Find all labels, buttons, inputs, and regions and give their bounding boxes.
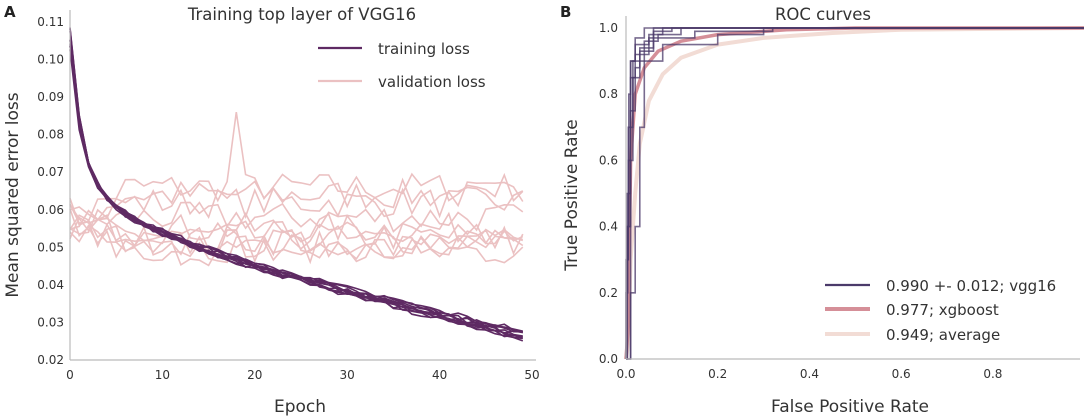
panel-a-ytick: 0.06	[37, 203, 64, 217]
training-loss-line	[69, 45, 523, 333]
panel-a-xtick: 40	[432, 368, 447, 382]
panel-b-xtick: 0.4	[800, 367, 819, 381]
roc-vgg16-curve	[626, 27, 1084, 360]
panel-b-ytick: 0.2	[599, 286, 618, 300]
panel-a-lines	[69, 27, 524, 342]
panel-b-axes: 0.0 0.2 0.4 0.6 0.8 0.0 0.2 0.4 0.6 0.8 1.0	[599, 16, 1080, 381]
panel-a-ytick: 0.04	[37, 278, 64, 292]
panel-b-ytick: 0.0	[599, 352, 618, 366]
legend-label-average: 0.949; average	[886, 326, 1000, 344]
panel-b-xtick: 0.2	[708, 367, 727, 381]
panel-a-axes: 0 10 20 30 40 50 0.02 0.03 0.04 0.05 0.06 0.07 0.08 0…	[37, 10, 540, 382]
roc-vgg16-curve	[625, 27, 1084, 360]
legend-label-vgg16: 0.990 +- 0.012; vgg16	[886, 277, 1056, 295]
validation-loss-line	[69, 186, 524, 235]
panel-a-letter: A	[4, 3, 16, 21]
panel-b-ytick: 0.8	[599, 87, 618, 101]
validation-loss-line	[69, 224, 523, 265]
panel-a-xtick: 20	[247, 368, 262, 382]
panel-a-ytick: 0.08	[37, 128, 64, 142]
panel-a-legend: training loss validation loss	[318, 40, 486, 91]
panel-b-ylabel: True Positive Rate	[562, 119, 582, 271]
panel-b-ytick: 0.4	[599, 220, 618, 234]
panel-a-title: Training top layer of VGG16	[187, 5, 416, 24]
legend-label-validation: validation loss	[378, 73, 486, 91]
validation-loss-line	[69, 203, 524, 259]
panel-a-ylabel: Mean squared error loss	[3, 92, 23, 297]
panel-a-ytick: 0.07	[37, 165, 64, 179]
panel-b-title: ROC curves	[775, 5, 871, 24]
panel-a-ytick: 0.10	[37, 53, 64, 67]
panel-a-xtick: 50	[524, 368, 539, 382]
roc-vgg16-curve	[626, 27, 1084, 360]
panel-a-xtick: 0	[66, 368, 74, 382]
validation-loss-line	[69, 177, 524, 221]
panel-b-ytick: 1.0	[599, 21, 618, 35]
panel-b-ytick: 0.6	[599, 153, 618, 167]
panel-b-letter: B	[560, 3, 571, 21]
panel-a-ytick: 0.02	[37, 353, 64, 367]
panel-b-legend: 0.990 +- 0.012; vgg16 0.977; xgboost 0.9…	[825, 277, 1056, 344]
validation-loss-line	[69, 204, 524, 251]
legend-label-training: training loss	[378, 40, 470, 58]
panel-a-ytick: 0.05	[37, 240, 64, 254]
panel-a-xlabel: Epoch	[274, 397, 326, 417]
legend-label-xgboost: 0.977; xgboost	[886, 301, 999, 319]
panel-a-ytick: 0.09	[37, 90, 64, 104]
panel-b-xtick: 0.8	[983, 367, 1002, 381]
validation-loss-line	[69, 208, 524, 267]
panel-a-xtick: 30	[340, 368, 355, 382]
panel-a-ytick: 0.03	[37, 315, 64, 329]
validation-loss-line	[69, 201, 524, 233]
roc-vgg16-curve	[626, 27, 1084, 360]
panel-b-lines	[624, 26, 1084, 360]
panel-b-xlabel: False Positive Rate	[771, 397, 929, 417]
panel-a-ytick: 0.11	[37, 15, 64, 29]
panel-a-xtick: 10	[155, 368, 170, 382]
validation-loss-line	[69, 214, 524, 257]
validation-loss-line	[69, 111, 524, 226]
panel-b-xtick: 0.0	[616, 367, 635, 381]
panel-b-xtick: 0.6	[892, 367, 911, 381]
